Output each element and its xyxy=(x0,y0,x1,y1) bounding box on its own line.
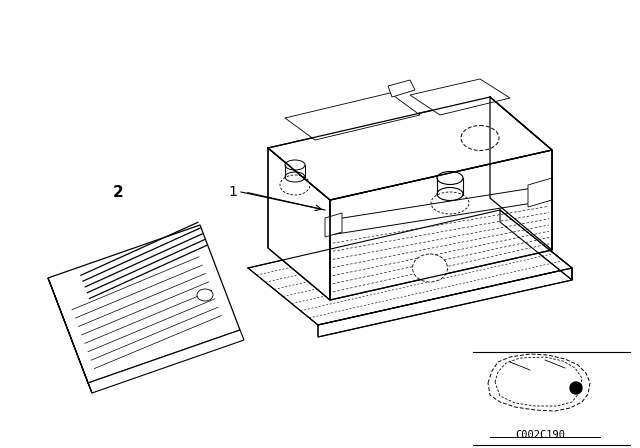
Polygon shape xyxy=(330,150,552,300)
Polygon shape xyxy=(248,210,572,325)
Ellipse shape xyxy=(413,254,447,282)
Text: 2: 2 xyxy=(113,185,124,199)
Ellipse shape xyxy=(437,172,463,185)
Polygon shape xyxy=(285,93,420,140)
Polygon shape xyxy=(268,148,330,300)
Polygon shape xyxy=(388,80,415,97)
Polygon shape xyxy=(528,178,552,207)
Polygon shape xyxy=(500,210,572,280)
Polygon shape xyxy=(325,213,342,237)
Text: C002C190: C002C190 xyxy=(515,430,565,440)
Polygon shape xyxy=(410,79,510,115)
Ellipse shape xyxy=(461,125,499,151)
Polygon shape xyxy=(268,97,552,200)
Ellipse shape xyxy=(197,289,213,301)
Ellipse shape xyxy=(437,188,463,201)
Ellipse shape xyxy=(285,172,305,182)
Polygon shape xyxy=(318,268,572,337)
Text: 1: 1 xyxy=(228,185,237,199)
Ellipse shape xyxy=(285,160,305,170)
Polygon shape xyxy=(48,278,92,393)
Circle shape xyxy=(570,382,582,394)
Polygon shape xyxy=(48,225,240,383)
Polygon shape xyxy=(490,97,552,250)
Polygon shape xyxy=(88,330,244,393)
